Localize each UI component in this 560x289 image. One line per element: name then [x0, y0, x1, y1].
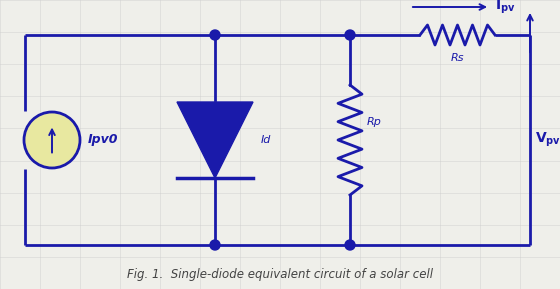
Text: Id: Id	[261, 135, 272, 145]
Text: $\mathbf{I_{pv}}$: $\mathbf{I_{pv}}$	[495, 0, 515, 16]
Circle shape	[24, 112, 80, 168]
Text: Rs: Rs	[451, 53, 464, 63]
Circle shape	[210, 30, 220, 40]
Text: Ipv0: Ipv0	[88, 134, 119, 147]
Text: Fig. 1.  Single-diode equivalent circuit of a solar cell: Fig. 1. Single-diode equivalent circuit …	[127, 268, 433, 281]
Text: $\mathbf{V_{pv}}$: $\mathbf{V_{pv}}$	[535, 131, 560, 149]
Polygon shape	[177, 102, 253, 178]
Circle shape	[210, 240, 220, 250]
Circle shape	[345, 30, 355, 40]
Text: Rp: Rp	[367, 117, 382, 127]
Circle shape	[345, 240, 355, 250]
